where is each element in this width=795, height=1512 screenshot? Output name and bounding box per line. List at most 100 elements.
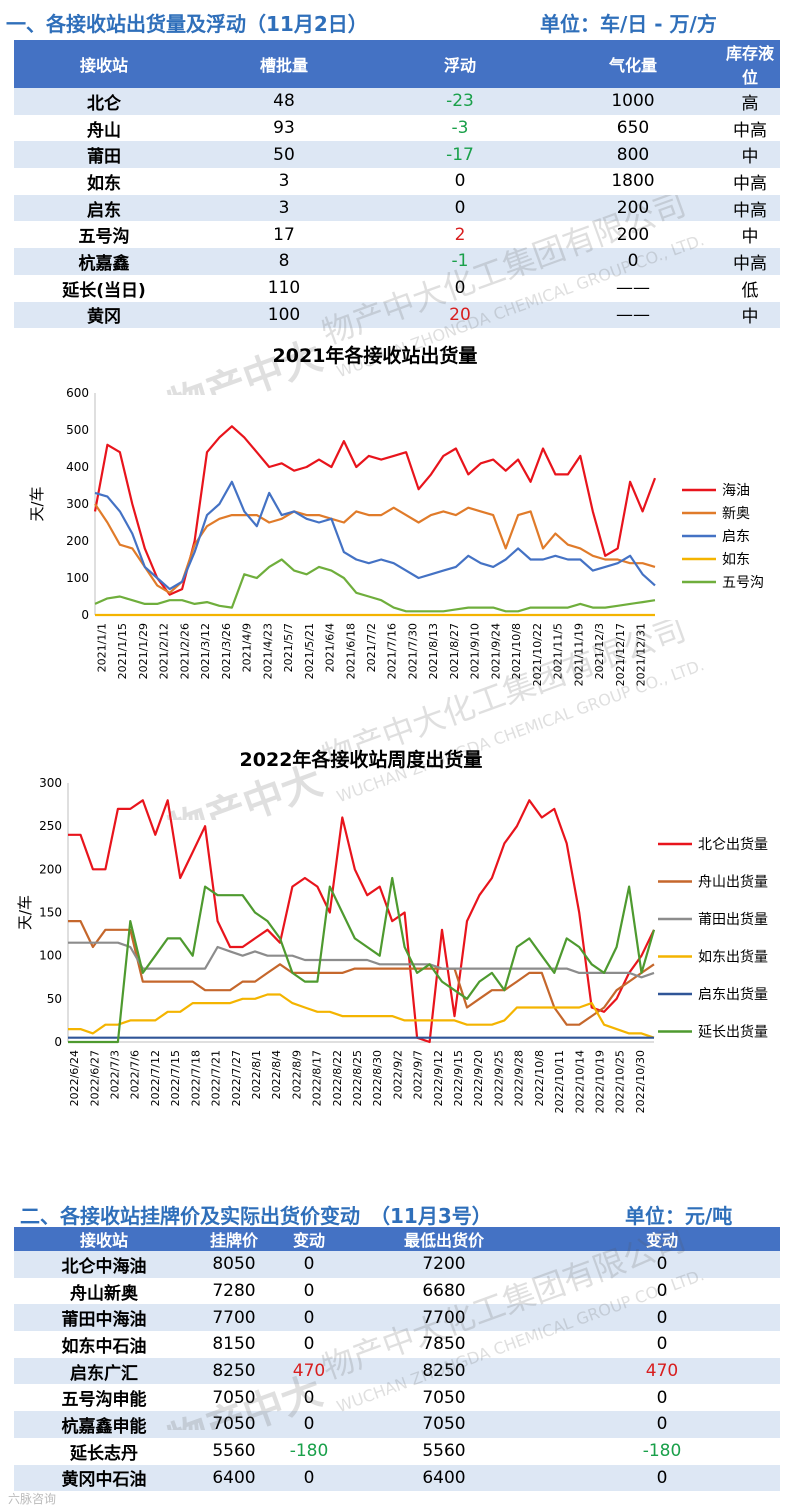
- level-value: 中高: [733, 120, 767, 141]
- gas-value: 650: [616, 118, 650, 139]
- low-price: 7200: [344, 1251, 544, 1278]
- low-price: 8250: [344, 1357, 544, 1385]
- list-price: 8050: [194, 1251, 274, 1278]
- table-row: 北仑 48 -23 1000 高: [14, 88, 780, 115]
- x-tick-label: 2022/10/25: [614, 1050, 627, 1113]
- x-tick-label: 2022/9/2: [391, 1050, 404, 1099]
- table-row: 五号沟申能 7050 0 7050 0: [14, 1384, 780, 1411]
- x-tick-label: 2022/9/12: [432, 1050, 445, 1106]
- x-tick-label: 2022/10/14: [573, 1050, 586, 1113]
- change-value: 0: [454, 278, 466, 299]
- table-header-row: 接收站 槽批量 浮动 气化量 库存液位: [14, 40, 780, 88]
- gas-value: 1000: [546, 88, 720, 115]
- low-price: 7850: [422, 1334, 466, 1355]
- series-line-0: [93, 425, 657, 596]
- station-name: 启东广汇: [14, 1357, 194, 1385]
- chart-2022-weekly-shipments: 2022年各接收站周度出货量 0 50 100 150 200 250 300 天/车 2022/…: [16, 748, 768, 1113]
- low-price: 7700: [344, 1304, 544, 1332]
- station-name: 黄冈中石油: [14, 1464, 194, 1492]
- chart-title: 2022年各接收站周度出货量: [240, 748, 483, 771]
- legend-label: 舟山出货量: [698, 874, 768, 891]
- low-change: 0: [544, 1464, 780, 1492]
- table-row: 如东 3 0 1800 中高: [14, 168, 780, 195]
- list-change: 0: [303, 1334, 315, 1355]
- gas-value: ——: [546, 301, 720, 329]
- list-price: 5560: [212, 1441, 256, 1462]
- x-tick-label: 2021/5/21: [303, 623, 316, 679]
- legend-label: 海油: [722, 483, 750, 499]
- x-tick-label: 2022/6/24: [68, 1050, 81, 1106]
- list-price: 7050: [212, 1387, 256, 1408]
- y-tick-label: 300: [39, 776, 62, 790]
- station-name: 舟山: [87, 120, 121, 141]
- x-tick-label: 2022/7/3: [109, 1050, 122, 1099]
- x-tick-label: 2021/10/8: [510, 623, 523, 679]
- x-tick-label: 2021/7/30: [406, 623, 419, 679]
- legend-label: 启东: [722, 529, 750, 545]
- low-change: 0: [656, 1281, 668, 1302]
- list-price: 6400: [194, 1464, 274, 1492]
- x-tick-label: 2021/12/31: [635, 623, 648, 686]
- low-price: 7050: [344, 1411, 544, 1438]
- batch-value: 8: [194, 248, 374, 275]
- list-price: 8250: [194, 1357, 274, 1385]
- x-tick-label: 2022/8/9: [290, 1050, 303, 1099]
- x-tick-label: 2022/10/8: [533, 1050, 546, 1106]
- station-name: 五号沟申能: [61, 1390, 147, 1411]
- table-row: 黄冈中石油 6400 0 6400 0: [14, 1464, 780, 1492]
- low-change: -180: [642, 1441, 682, 1462]
- low-price: 6400: [344, 1464, 544, 1492]
- table-row: 延长(当日) 110 0 —— 低: [14, 275, 780, 302]
- chart-2021-shipments: 2021年各接收站出货量 0 100 200 300 400 500 600 天/车 2021/1…: [28, 344, 764, 686]
- station-name: 启东: [14, 194, 194, 222]
- y-axis-label: 天/车: [28, 486, 46, 521]
- low-change: 0: [544, 1251, 780, 1278]
- low-price: 5560: [422, 1441, 466, 1462]
- x-tick-label: 2021/7/2: [365, 623, 378, 672]
- x-tick-label: 2021/11/19: [572, 623, 585, 686]
- legend-label: 如东出货量: [698, 949, 768, 966]
- table-row: 舟山 93 -3 650 中高: [14, 115, 780, 142]
- x-tick-label: 2021/10/22: [531, 623, 544, 686]
- station-name: 北仑: [14, 88, 194, 115]
- x-tick-label: 2022/7/12: [149, 1050, 162, 1106]
- change-value: 0: [374, 194, 546, 222]
- gas-value: 1800: [611, 171, 655, 192]
- x-tick-label: 2021/5/7: [282, 623, 295, 672]
- header-list-price: 挂牌价: [194, 1227, 274, 1251]
- x-tick-label: 2021/1/29: [137, 623, 150, 679]
- x-tick-label: 2022/10/11: [553, 1050, 566, 1113]
- x-tick-label: 2022/8/1: [250, 1050, 263, 1099]
- section1-unit: 单位：车/日 - 万/方: [540, 12, 717, 36]
- series-line-4: [94, 558, 656, 613]
- station-name: 如东: [87, 173, 121, 194]
- series-line-1: [68, 920, 655, 1026]
- price-table: 接收站 挂牌价 变动 最低出货价 变动 北仑中海油 8050 0 7200 0 舟山新奥 7…: [14, 1227, 780, 1492]
- chart-title: 2021年各接收站出货量: [273, 344, 478, 367]
- y-axis-label: 天/车: [16, 895, 34, 930]
- x-tick-label: 2022/8/22: [331, 1050, 344, 1106]
- change-value: -1: [374, 248, 546, 275]
- station-name: 杭嘉鑫申能: [14, 1411, 194, 1438]
- x-tick-label: 2021/12/3: [593, 623, 606, 679]
- station-name: 如东中石油: [61, 1336, 147, 1357]
- header-level: 库存液位: [720, 40, 780, 88]
- x-tick-label: 2021/9/24: [489, 623, 502, 679]
- low-change: 0: [656, 1387, 668, 1408]
- legend-label: 北仑出货量: [698, 836, 768, 853]
- x-tick-label: 2021/4/9: [241, 623, 254, 672]
- level-value: 中: [720, 301, 780, 329]
- x-tick-label: 2022/6/27: [88, 1050, 101, 1106]
- list-change: 470: [274, 1357, 344, 1385]
- x-tick-label: 2021/6/18: [344, 623, 357, 679]
- y-tick-label: 600: [66, 386, 89, 400]
- x-tick-label: 2021/1/1: [95, 623, 108, 672]
- series-line-0: [68, 799, 655, 1044]
- header-station: 接收站: [14, 1227, 194, 1251]
- level-value: 中高: [720, 194, 780, 222]
- low-price: 6680: [422, 1281, 466, 1302]
- change-value: 2: [454, 224, 466, 245]
- y-tick-label: 0: [81, 608, 89, 622]
- section2-title: 二、各接收站挂牌价及实际出货价变动 （11月3号）: [20, 1204, 492, 1228]
- station-name: 延长(当日): [62, 280, 146, 301]
